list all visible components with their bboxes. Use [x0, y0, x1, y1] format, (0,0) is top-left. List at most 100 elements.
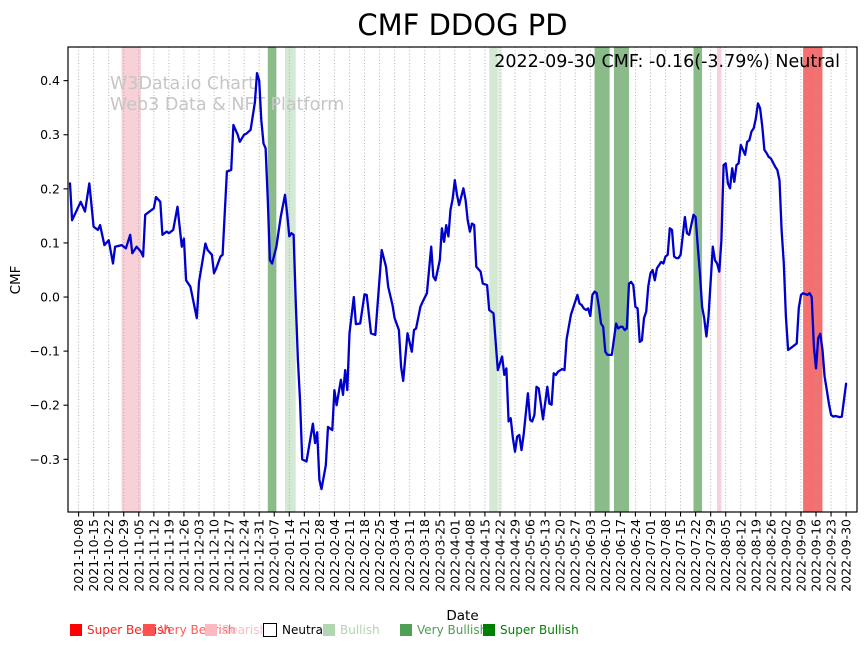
legend-label: Neutral	[282, 623, 327, 637]
legend-swatch-icon	[400, 624, 412, 636]
x-tick-label: 2021-11-12	[146, 519, 161, 592]
x-tick-label: 2022-01-28	[312, 519, 327, 592]
x-tick-label: 2021-10-08	[71, 519, 86, 592]
x-tick-label: 2022-04-22	[492, 519, 507, 592]
x-tick-label: 2022-09-16	[809, 519, 824, 592]
x-tick-label: 2022-03-04	[387, 519, 402, 592]
x-tick-label: 2021-12-03	[191, 519, 206, 592]
axes-frame	[67, 46, 858, 513]
x-tick-label: 2022-08-12	[733, 519, 748, 592]
x-tick-label: 2022-07-01	[643, 519, 658, 592]
x-tick-label: 2022-06-17	[613, 519, 628, 592]
watermark-line-2: Web3 Data & NFT Platform	[110, 95, 344, 115]
x-tick-label: 2022-08-26	[763, 519, 778, 592]
x-tick-label: 2021-11-19	[161, 519, 176, 592]
x-tick-label: 2022-07-08	[658, 519, 673, 592]
x-tick-label: 2021-12-24	[237, 519, 252, 592]
y-tick-label: −0.3	[30, 452, 60, 467]
x-tick-label: 2022-03-11	[402, 519, 417, 592]
x-tick-label: 2022-06-10	[598, 519, 613, 592]
x-tick-label: 2022-09-23	[824, 519, 839, 592]
x-tick-label: 2021-12-17	[222, 519, 237, 592]
x-tick-label: 2022-07-29	[703, 519, 718, 592]
signal-band-very_bullish	[693, 47, 703, 512]
x-tick-label: 2022-03-25	[432, 519, 447, 592]
x-tick-label: 2022-02-25	[372, 519, 387, 592]
x-tick-label: 2022-04-08	[462, 519, 477, 592]
signal-band-bearish	[717, 47, 722, 512]
x-tick-label: 2021-12-31	[252, 519, 267, 592]
x-tick-label: 2022-01-07	[267, 519, 282, 592]
x-tick-label: 2021-11-05	[131, 519, 146, 592]
x-tick-label: 2021-11-26	[176, 519, 191, 592]
signal-band-very_bearish	[803, 47, 823, 512]
x-tick-label: 2022-07-15	[673, 519, 688, 592]
y-tick-label: 0.0	[40, 290, 60, 305]
x-tick-label: 2022-06-24	[628, 519, 643, 592]
legend-label: Super Bullish	[500, 623, 579, 637]
x-tick-label: 2022-08-19	[748, 519, 763, 592]
watermark-line-1: W3Data.io Chart	[110, 74, 255, 94]
x-tick-label: 2022-06-03	[583, 519, 598, 592]
legend-item-neutral: Neutral	[263, 622, 326, 638]
legend-swatch-icon	[70, 624, 82, 636]
x-tick-label: 2022-04-15	[477, 519, 492, 592]
legend-label: Very Bullish	[417, 623, 488, 637]
x-tick-label: 2021-12-10	[207, 519, 222, 592]
y-tick-label: −0.2	[30, 398, 60, 413]
y-tick-label: −0.1	[30, 344, 60, 359]
y-axis-label: CMF	[8, 265, 24, 295]
watermark: W3Data.io Chart Web3 Data & NFT Platform	[110, 74, 344, 115]
latest-value-annotation: 2022-09-30 CMF: -0.16(-3.79%) Neutral	[494, 52, 840, 72]
x-tick-label: 2022-04-29	[508, 519, 523, 592]
x-tick-label: 2022-05-27	[568, 519, 583, 592]
legend-swatch-icon	[483, 624, 495, 636]
signal-band-bullish_faint	[497, 47, 503, 512]
x-tick-label: 2022-01-14	[282, 519, 297, 592]
y-tick-label: 0.3	[40, 127, 60, 142]
y-tick-label: 0.2	[40, 181, 60, 196]
x-tick-label: 2022-02-11	[342, 519, 357, 592]
x-tick-label: 2022-05-20	[553, 519, 568, 592]
x-axis-label: Date	[446, 608, 479, 624]
signal-band-bearish	[121, 47, 141, 512]
y-tick-label: 0.1	[40, 235, 60, 250]
cmf-line	[68, 71, 848, 491]
x-tick-label: 2022-02-04	[327, 519, 342, 592]
legend-swatch-icon	[263, 623, 277, 637]
chart-title: CMF DDOG PD	[357, 8, 568, 42]
legend: Super Bearish Very Bearish Bearish Neutral B…	[0, 622, 864, 642]
x-tick-label: 2022-09-30	[839, 519, 854, 592]
x-tick-label: 2022-09-02	[778, 519, 793, 592]
legend-swatch-icon	[205, 624, 217, 636]
x-tick-label: 2022-09-09	[793, 519, 808, 592]
x-tick-label: 2022-01-21	[297, 519, 312, 592]
signal-band-very_bullish	[594, 47, 610, 512]
x-tick-label: 2021-10-22	[101, 519, 116, 592]
x-tick-label: 2022-03-18	[417, 519, 432, 592]
signal-band-bullish	[489, 47, 498, 512]
legend-item-bearish: Bearish	[205, 622, 267, 638]
legend-label: Bullish	[340, 623, 380, 637]
chart-foreground-layer: 2021-10-08 2021-10-15 2021-10-22 2021-10-29…	[30, 46, 858, 592]
x-tick-label: 2021-10-15	[86, 519, 101, 592]
chart-background-layer	[78, 47, 847, 512]
signal-band-very_bullish	[613, 47, 629, 512]
legend-label: Bearish	[222, 623, 268, 637]
legend-item-bullish: Bullish	[323, 622, 380, 638]
legend-item-super-bullish: Super Bullish	[483, 622, 579, 638]
signal-band-bullish	[284, 47, 296, 512]
x-tick-label: 2022-05-13	[538, 519, 553, 592]
legend-swatch-icon	[323, 624, 335, 636]
legend-swatch-icon	[143, 624, 155, 636]
x-tick-label: 2022-07-22	[688, 519, 703, 592]
legend-item-very-bullish: Very Bullish	[400, 622, 487, 638]
signal-band-very_bullish	[267, 47, 277, 512]
x-tick-label: 2022-05-06	[523, 519, 538, 592]
x-tick-label: 2022-04-01	[447, 519, 462, 592]
x-tick-label: 2022-02-18	[357, 519, 372, 592]
y-tick-label: 0.4	[40, 73, 60, 88]
x-tick-label: 2021-10-29	[116, 519, 131, 592]
